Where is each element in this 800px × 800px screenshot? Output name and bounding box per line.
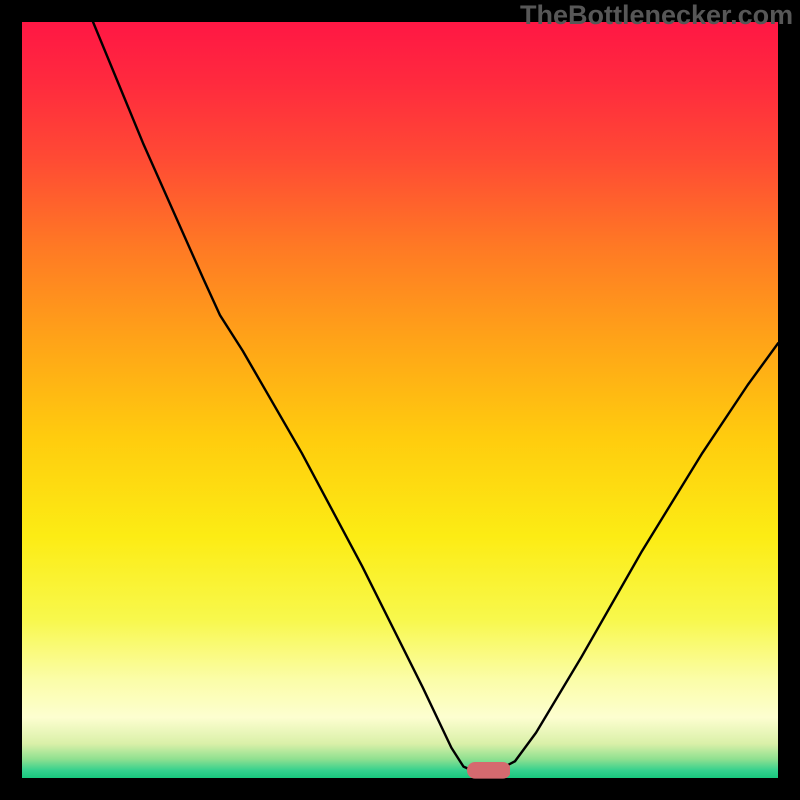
chart-plot-area xyxy=(22,22,778,778)
watermark-text: TheBottlenecker.com xyxy=(520,0,793,31)
optimal-point-marker xyxy=(467,762,511,779)
chart-outer-frame: TheBottlenecker.com xyxy=(0,0,800,800)
bottleneck-curve xyxy=(22,22,778,778)
